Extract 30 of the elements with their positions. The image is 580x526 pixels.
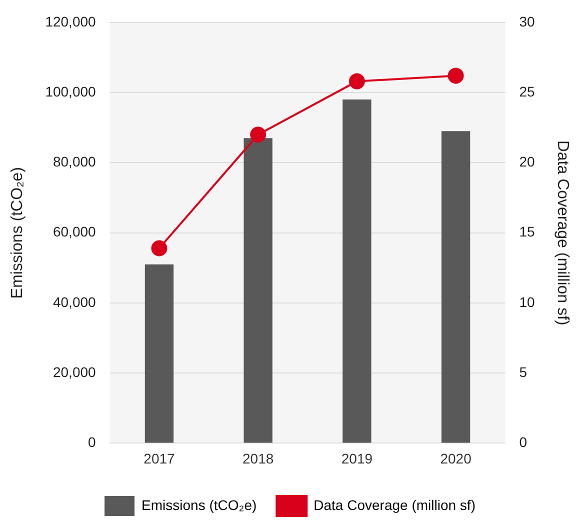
y-axis-title: Emissions (tCO₂e) bbox=[9, 167, 26, 299]
y2-tick-label: 0 bbox=[519, 434, 528, 450]
point bbox=[151, 240, 168, 256]
bar bbox=[144, 264, 174, 443]
y2-tick-label: 15 bbox=[519, 224, 536, 240]
y2-axis-title: Data Coverage (million sf) bbox=[554, 140, 571, 326]
y-tick-label: 100,000 bbox=[45, 83, 96, 100]
bar bbox=[441, 131, 470, 443]
y-tick-label: 60,000 bbox=[52, 224, 96, 240]
point bbox=[250, 126, 266, 143]
point bbox=[348, 73, 365, 90]
x-tick-label: 2019 bbox=[341, 450, 373, 466]
y-tick-label: 0 bbox=[88, 434, 96, 450]
bar bbox=[342, 100, 372, 443]
y-tick-label: 20,000 bbox=[52, 364, 96, 380]
y2-tick-label: 5 bbox=[519, 364, 528, 380]
x-tick-label: 2020 bbox=[440, 450, 472, 466]
y2-tick-label: 20 bbox=[519, 154, 536, 170]
y-tick-label: 80,000 bbox=[52, 154, 96, 170]
legend-label: Emissions (tCO₂e) bbox=[142, 496, 257, 513]
legend-label: Data Coverage (million sf) bbox=[314, 496, 476, 513]
y2-tick-label: 10 bbox=[519, 294, 536, 310]
x-tick-label: 2017 bbox=[144, 450, 176, 466]
bar bbox=[244, 138, 272, 443]
y2-tick-label: 30 bbox=[519, 13, 536, 30]
y-tick-label: 120,000 bbox=[45, 13, 96, 30]
y-tick-label: 40,000 bbox=[52, 294, 96, 310]
y2-tick-label: 25 bbox=[519, 83, 536, 100]
point bbox=[448, 68, 464, 84]
x-tick-label: 2018 bbox=[242, 450, 274, 466]
